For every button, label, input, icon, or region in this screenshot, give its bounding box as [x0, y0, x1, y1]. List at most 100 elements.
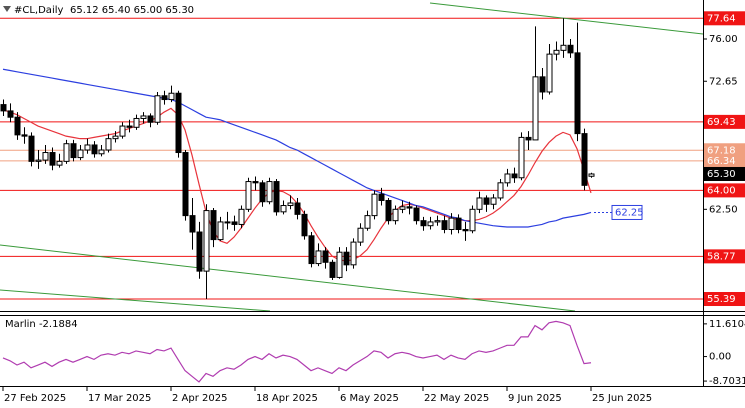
candle-body [126, 125, 133, 128]
candle-body [91, 144, 98, 155]
candle-body [21, 134, 28, 137]
x-tick-label: 18 Apr 2025 [256, 393, 318, 404]
candle-body [322, 250, 329, 263]
candle-body [98, 149, 105, 155]
value-box [611, 204, 643, 220]
candle-body [455, 217, 462, 230]
candle-body [546, 53, 553, 93]
candle-body [553, 49, 560, 55]
candle-body [266, 181, 273, 203]
candle-body [231, 221, 238, 225]
candle-body [252, 181, 259, 184]
candle-body [427, 221, 434, 227]
candle-body [49, 152, 56, 166]
level-label: 77.64 [707, 13, 736, 24]
ohlc-header: 65.12 65.40 65.00 65.30 [70, 5, 194, 16]
candle-body [210, 210, 217, 241]
oscillator-value: -2.1884 [39, 319, 78, 330]
x-tick-label: 27 Feb 2025 [4, 393, 66, 404]
candle-body [308, 235, 315, 265]
level-label: 69.43 [707, 117, 736, 128]
moving-average [2, 68, 592, 228]
candle-body [238, 208, 245, 225]
candle-body [476, 197, 483, 210]
candle-body [567, 44, 574, 54]
x-tick-label: 25 Jun 2025 [592, 393, 652, 404]
candle-body [532, 76, 539, 141]
candle-body [357, 227, 364, 243]
level-label-box [704, 249, 745, 264]
candle-body [392, 208, 399, 222]
candle-body [385, 199, 392, 222]
price-label: 65.30 [707, 169, 736, 180]
candle-body [371, 193, 378, 217]
trendline [429, 2, 703, 35]
level-label: 64.00 [707, 185, 736, 196]
level-label-box [704, 143, 745, 158]
oscillator-name: Marlin [5, 319, 36, 330]
candle-body [273, 181, 280, 213]
candle-body [287, 202, 294, 207]
oscillator-line [2, 320, 592, 383]
candle-body [42, 152, 49, 161]
level-label-box [704, 292, 745, 307]
candle-body [168, 92, 175, 101]
candles [0, 18, 595, 300]
candle-body [140, 115, 147, 119]
level-label-box [704, 114, 745, 129]
trendline [0, 244, 576, 311]
y-tick-label: -8.7031 [709, 376, 745, 387]
candle-body [147, 115, 154, 123]
candle-body [161, 95, 168, 101]
candle-body [511, 173, 518, 179]
x-tick-label: 2 Apr 2025 [172, 393, 227, 404]
candle-body [448, 217, 455, 230]
y-tick-label: 62.50 [709, 204, 738, 215]
candle-body [175, 92, 182, 154]
y-tick-label: 76.00 [709, 34, 738, 45]
candle-body [217, 221, 224, 241]
chart-title: #CL,Daily [14, 5, 63, 16]
candle-body [378, 193, 385, 201]
price-label-box [704, 166, 745, 181]
level-label-box [704, 11, 745, 26]
candle-body [70, 143, 77, 159]
candle-body [329, 261, 336, 278]
candle-body [413, 207, 420, 222]
candle-body [469, 208, 476, 232]
candle-body [560, 44, 567, 51]
candle-body [56, 160, 63, 166]
candle-body [14, 116, 21, 136]
y-tick-label: 72.65 [709, 76, 738, 87]
candle-body [224, 221, 231, 224]
level-label: 66.34 [707, 156, 736, 167]
level-label-box [704, 153, 745, 168]
candle-body [259, 182, 266, 203]
candle-body [525, 136, 532, 141]
candle-body [245, 181, 252, 210]
candle-body [119, 125, 126, 137]
x-tick-label: 22 May 2025 [424, 393, 489, 404]
candle-body [539, 76, 546, 93]
level-label-box [704, 183, 745, 198]
candle-body [399, 206, 406, 210]
main-panel [0, 2, 703, 311]
candle-body [77, 149, 84, 159]
candle-body [350, 241, 357, 266]
candle-body [336, 251, 343, 278]
candle-body [35, 159, 42, 162]
candle-body [28, 135, 35, 162]
candle-body [343, 251, 350, 266]
oscillator-title: Marlin -2.1884 [5, 319, 78, 330]
candle-body [196, 231, 203, 272]
candle-body [441, 220, 448, 230]
candle-body [0, 104, 7, 112]
candle-body [154, 95, 161, 123]
y-tick-label: 0.00 [709, 352, 731, 363]
candle-body [112, 135, 119, 140]
candle-body [84, 144, 91, 151]
candle-body [588, 173, 595, 177]
candle-body [497, 182, 504, 199]
